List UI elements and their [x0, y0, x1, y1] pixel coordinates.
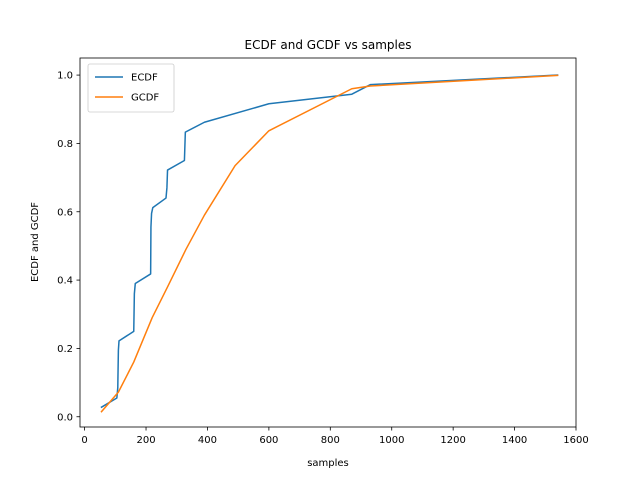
series-layer [100, 74, 559, 413]
legend-box [87, 63, 175, 113]
y-tick-label: 0.0 [57, 412, 73, 423]
x-tick-label: 1400 [502, 435, 527, 446]
x-axis: 0 200 400 600 800 1000 1200 1400 1600 [81, 427, 589, 446]
legend: ECDF GCDF [87, 63, 175, 113]
y-tick-label: 0.4 [57, 276, 73, 287]
legend-label-ecdf: ECDF [131, 73, 158, 84]
series-line-gcdf [100, 74, 559, 413]
x-tick-label: 1000 [379, 435, 404, 446]
chart-title: ECDF and GCDF vs samples [245, 38, 412, 52]
x-axis-label: samples [307, 458, 349, 469]
y-axis: 0.0 0.2 0.4 0.6 0.8 1.0 [57, 71, 80, 423]
series-line-ecdf [100, 74, 559, 409]
x-tick-label: 1200 [440, 435, 465, 446]
x-tick-label: 0 [81, 435, 87, 446]
x-tick-label: 1600 [563, 435, 588, 446]
legend-label-gcdf: GCDF [131, 93, 159, 104]
y-tick-label: 0.2 [57, 344, 73, 355]
x-tick-label: 200 [136, 435, 155, 446]
y-tick-label: 0.6 [57, 207, 73, 218]
x-tick-label: 800 [321, 435, 340, 446]
y-tick-label: 1.0 [57, 71, 73, 82]
plot-frame [80, 58, 576, 427]
y-axis-label: ECDF and GCDF [30, 202, 41, 282]
x-tick-label: 400 [198, 435, 217, 446]
y-tick-label: 0.8 [57, 139, 73, 150]
x-tick-label: 600 [259, 435, 278, 446]
plot-border [79, 57, 577, 428]
